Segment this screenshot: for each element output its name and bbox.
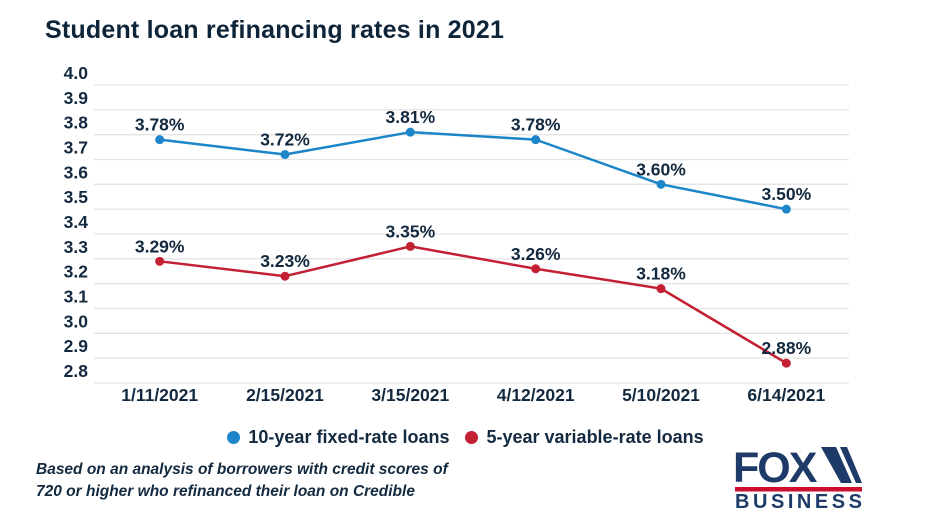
data-point	[155, 135, 165, 145]
data-point-label: 3.78%	[511, 115, 561, 135]
source-note-line2: 720 or higher who refinanced their loan …	[36, 483, 415, 500]
logo-fox-text: FOX	[735, 445, 818, 492]
y-axis-tick-label: 3.8	[64, 113, 89, 133]
data-point	[656, 284, 666, 294]
x-axis-tick-label: 1/11/2021	[121, 385, 198, 405]
series-line	[158, 130, 788, 211]
chart-legend: 10-year fixed-rate loans 5-year variable-…	[0, 425, 931, 449]
y-axis-tick-label: 3.0	[64, 311, 89, 331]
data-point-label: 3.18%	[636, 264, 686, 284]
data-point	[155, 256, 165, 266]
data-point	[531, 264, 541, 274]
y-axis-tick-label: 3.2	[64, 262, 89, 282]
data-point	[531, 135, 541, 145]
source-note: Based on an analysis of borrowers with c…	[36, 459, 448, 503]
data-point-label: 3.26%	[511, 244, 561, 264]
logo-red-bar	[735, 487, 862, 492]
data-point	[280, 150, 290, 160]
legend-label: 10-year fixed-rate loans	[248, 426, 450, 447]
fox-business-logo: FOX BUSINESS	[735, 445, 862, 511]
logo-beam-icon	[821, 447, 852, 483]
y-axis-tick-label: 3.3	[64, 237, 89, 257]
data-point	[405, 127, 415, 137]
legend-item: 5-year variable-rate loans	[465, 426, 704, 448]
y-axis-tick-label: 3.4	[64, 212, 89, 232]
y-axis-tick-label: 4.0	[64, 63, 89, 83]
x-axis-tick-label: 6/14/2021	[747, 385, 825, 405]
data-point	[656, 179, 666, 189]
data-point-label: 3.50%	[762, 184, 812, 204]
logo-beam-icon	[840, 447, 862, 483]
y-axis-tick-label: 3.5	[64, 187, 89, 207]
series-line	[158, 245, 788, 365]
x-axis-tick-label: 5/10/2021	[622, 385, 700, 405]
line-chart: 4.0 3.9 3.8 3.7 3.6 3.5 3.4 3.3 3.2 3.1 3.0 2.9 2.8 1…	[64, 63, 849, 405]
legend-item: 10-year fixed-rate loans	[227, 427, 449, 448]
y-axis-tick-label: 2.8	[64, 361, 89, 381]
legend-swatch-icon	[227, 430, 241, 444]
data-point	[405, 241, 415, 251]
x-axis-tick-label: 4/12/2021	[497, 385, 575, 405]
y-axis-tick-label: 3.1	[64, 287, 89, 307]
data-point	[781, 358, 791, 368]
data-point	[781, 204, 791, 214]
data-point-label: 3.29%	[135, 236, 185, 256]
data-point-label: 3.78%	[135, 115, 185, 135]
chart-title: Student loan refinancing rates in 2021	[45, 16, 505, 44]
data-point-label: 2.88%	[762, 338, 812, 358]
y-axis-tick-label: 3.6	[64, 162, 89, 182]
legend-label: 5-year variable-rate loans	[486, 426, 704, 447]
y-axis-tick-label: 3.7	[64, 138, 88, 158]
data-point-label: 3.60%	[636, 159, 686, 179]
legend-swatch-icon	[465, 430, 479, 444]
y-axis-tick-label: 2.9	[64, 336, 89, 356]
x-axis-tick-label: 2/15/2021	[246, 385, 324, 405]
data-point-label: 3.72%	[260, 130, 310, 150]
logo-business-text: BUSINESS	[735, 491, 862, 511]
source-note-line1: Based on an analysis of borrowers with c…	[36, 461, 448, 478]
data-point-label: 3.23%	[260, 251, 310, 271]
x-axis-tick-label: 3/15/2021	[371, 385, 449, 405]
y-axis-tick-label: 3.9	[64, 88, 89, 108]
data-point	[280, 271, 290, 281]
data-point-label: 3.81%	[386, 107, 436, 127]
data-point-label: 3.35%	[386, 221, 436, 241]
